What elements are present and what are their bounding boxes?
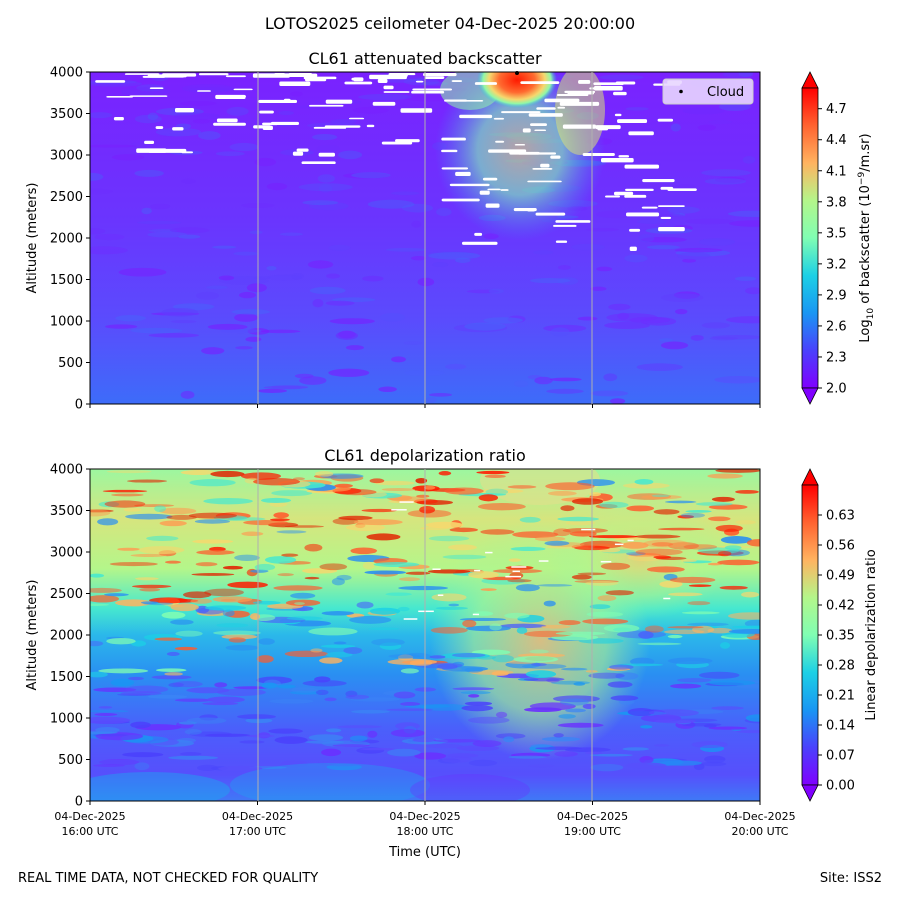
backscatter-heatmap xyxy=(90,72,760,404)
depolarization-colorbar-tick-label: 0.07 xyxy=(826,749,855,764)
xtick-time-label: 18:00 UTC xyxy=(396,825,453,838)
cloud-base-point xyxy=(515,71,519,75)
xtick-time-label: 16:00 UTC xyxy=(61,825,118,838)
legend-cloud-label: Cloud xyxy=(707,85,744,100)
xtick-date-label: 04-Dec-2025 xyxy=(222,810,293,823)
depolarization-colorbar-scale xyxy=(801,484,819,786)
xtick-date-label: 04-Dec-2025 xyxy=(54,810,125,823)
xtick-time-label: 20:00 UTC xyxy=(731,825,788,838)
depolarization-ytick-label: 1500 xyxy=(50,670,83,685)
backscatter-ytick-label: 0 xyxy=(75,398,83,413)
backscatter-ylabel: Altitude (meters) xyxy=(25,183,40,294)
depolarization-ylabel: Altitude (meters) xyxy=(25,580,40,691)
depolarization-colorbar-tick-label: 0.00 xyxy=(826,779,855,794)
backscatter-colorbar-tick-label: 2.9 xyxy=(826,288,847,303)
depolarization-colorbar-tick-label: 0.49 xyxy=(826,569,855,584)
depolarization-colorbar[interactable] xyxy=(801,468,819,802)
xtick-time-label: 19:00 UTC xyxy=(564,825,621,838)
xtick-date-label: 04-Dec-2025 xyxy=(724,810,795,823)
backscatter-colorbar-scale xyxy=(801,87,819,389)
xtick-date-label: 04-Dec-2025 xyxy=(389,810,460,823)
depolarization-colorbar-tick-label: 0.63 xyxy=(826,509,855,524)
xtick-time-label: 17:00 UTC xyxy=(229,825,286,838)
depolarization-colorbar-tick-label: 0.35 xyxy=(826,629,855,644)
depolarization-colorbar-extend-max xyxy=(801,468,819,486)
backscatter-colorbar-tick-label: 4.1 xyxy=(826,164,847,179)
backscatter-colorbar-tick-label: 2.0 xyxy=(826,382,847,397)
depolarization-ytick-label: 2500 xyxy=(50,587,83,602)
backscatter-ytick-label: 4000 xyxy=(50,66,83,81)
depolarization-ytick-label: 0 xyxy=(75,795,83,810)
site-label: Site: ISS2 xyxy=(820,871,882,886)
depolarization-grid xyxy=(257,469,593,801)
depolarization-ytick-label: 1000 xyxy=(50,712,83,727)
backscatter-ytick-label: 2000 xyxy=(50,232,83,247)
backscatter-colorbar-extend-max xyxy=(801,71,819,89)
depolarization-colorbar-extend-min xyxy=(801,784,819,802)
backscatter-colorbar[interactable] xyxy=(801,71,819,405)
depolarization-colorbar-tick-label: 0.21 xyxy=(826,689,855,704)
depolarization-colorbar-label: Linear depolarization ratio xyxy=(864,549,879,720)
backscatter-ytick-label: 500 xyxy=(58,356,83,371)
backscatter-panel-title: CL61 attenuated backscatter xyxy=(308,49,542,68)
backscatter-colorbar-tick-label: 2.3 xyxy=(826,350,847,365)
depolarization-colorbar-tick-label: 0.14 xyxy=(826,719,855,734)
depolarization-colorbar-tick-label: 0.42 xyxy=(826,599,855,614)
depolarization-heatmap xyxy=(90,469,760,801)
backscatter-ytick-label: 3000 xyxy=(50,149,83,164)
backscatter-ytick-label: 2500 xyxy=(50,190,83,205)
backscatter-colorbar-label: Log10 of backscatter (10−9/m.sr) xyxy=(857,133,876,342)
backscatter-colorbar-tick-label: 3.8 xyxy=(826,195,847,210)
xtick-date-label: 04-Dec-2025 xyxy=(557,810,628,823)
depolarization-ytick-label: 4000 xyxy=(50,463,83,478)
depolarization-ytick-label: 2000 xyxy=(50,629,83,644)
backscatter-colorbar-extend-min xyxy=(801,387,819,405)
backscatter-colorbar-tick-label: 2.6 xyxy=(826,319,847,334)
backscatter-ytick-label: 1000 xyxy=(50,315,83,330)
depolarization-ytick-label: 3500 xyxy=(50,504,83,519)
depolarization-ytick-label: 3000 xyxy=(50,546,83,561)
backscatter-colorbar-tick-label: 4.4 xyxy=(826,133,847,148)
x-axis-label: Time (UTC) xyxy=(388,845,461,860)
backscatter-colorbar-tick-label: 3.2 xyxy=(826,257,847,272)
depolarization-ytick-label: 500 xyxy=(58,753,83,768)
figure-title: LOTOS2025 ceilometer 04-Dec-2025 20:00:0… xyxy=(264,14,636,33)
backscatter-ytick-label: 1500 xyxy=(50,273,83,288)
backscatter-colorbar-tick-label: 4.7 xyxy=(826,102,847,117)
depolarization-panel-title: CL61 depolarization ratio xyxy=(324,446,526,465)
depolarization-colorbar-tick-label: 0.28 xyxy=(826,659,855,674)
backscatter-ytick-label: 3500 xyxy=(50,107,83,122)
cloud-legend: Cloud xyxy=(662,78,754,105)
depolarization-colorbar-tick-label: 0.56 xyxy=(826,539,855,554)
backscatter-grid xyxy=(257,72,593,404)
backscatter-colorbar-tick-label: 3.5 xyxy=(826,226,847,241)
quality-disclaimer: REAL TIME DATA, NOT CHECKED FOR QUALITY xyxy=(18,871,318,886)
legend-cloud-marker xyxy=(679,89,683,94)
